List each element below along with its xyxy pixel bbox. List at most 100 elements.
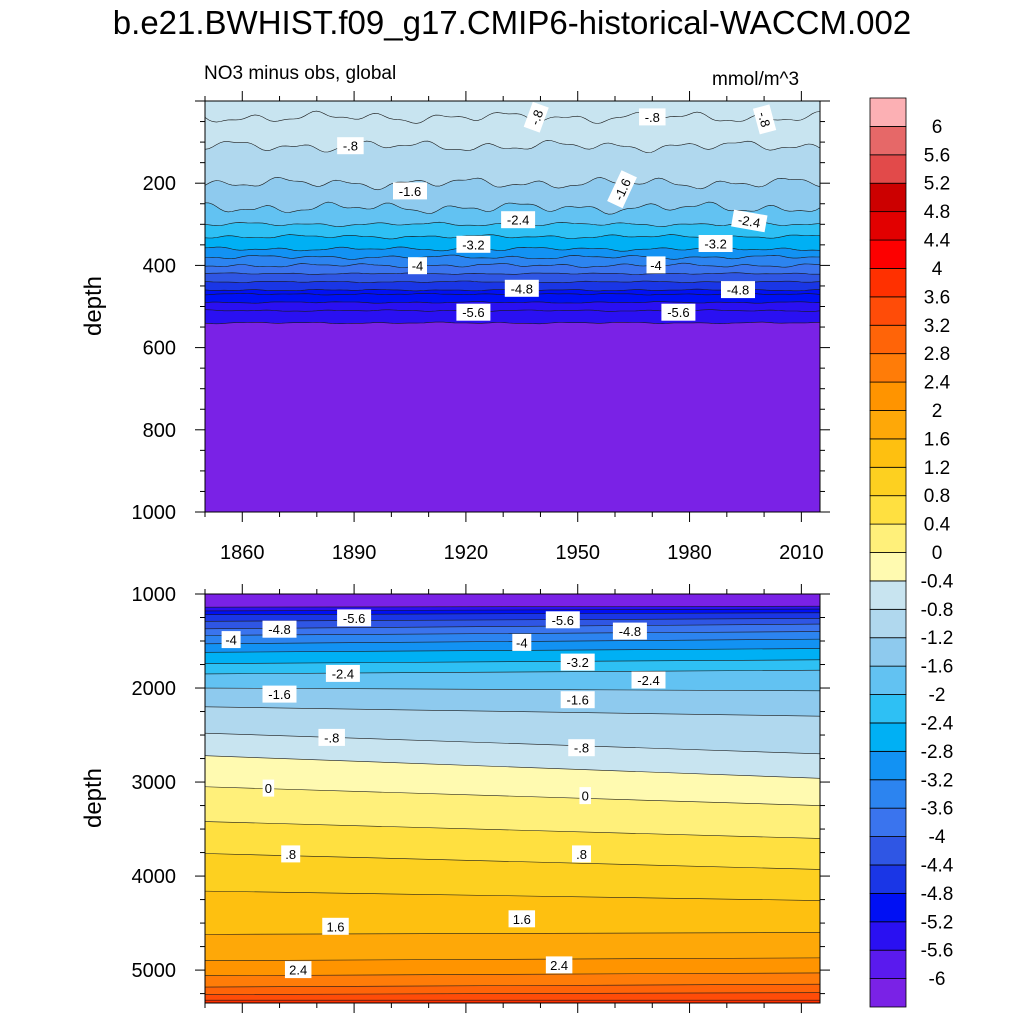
colorbar-label: -5.6: [921, 941, 954, 962]
contour-label: 2.4: [545, 956, 573, 974]
contour-label: -2.4: [631, 671, 666, 689]
y-tick-label: 800: [143, 420, 176, 442]
colorbar-box: [869, 381, 907, 411]
colorbar-box: [869, 268, 907, 298]
colorbar-box: [869, 523, 907, 553]
colorbar-label: 4.4: [924, 231, 951, 252]
contour-label-box: [284, 961, 312, 979]
contour-line: [205, 254, 820, 260]
colorbar-label: -1.2: [921, 628, 954, 649]
contour-label-text: -4.8: [511, 281, 533, 296]
contour-label-box: [262, 685, 297, 703]
contour-label-text: -5.6: [343, 611, 365, 626]
contour-label-text: -2.4: [737, 212, 762, 231]
contour-label-text: -4.8: [268, 622, 290, 637]
contour-label-text: -.8: [324, 730, 339, 745]
contour-label-text: -.8: [527, 108, 546, 127]
contour-label-box: [607, 170, 637, 209]
contour-label: -2.4: [501, 211, 536, 229]
colorbar-box: [869, 97, 907, 127]
contour-label: -4: [408, 257, 427, 275]
contour-line: [204, 176, 821, 191]
colorbar-box: [869, 779, 907, 809]
contour-label-box: [456, 235, 491, 253]
contour-label: -4.8: [721, 281, 755, 299]
colorbar-label: 0: [932, 543, 943, 564]
colorbar-label: 1.6: [924, 429, 950, 450]
contour-label: -5.6: [337, 609, 372, 627]
colorbar: -6 -5.6 -5.2 -4.8 -4.4 -4 -3.6 -3.2 -2.8 -2.4 -2 -1…: [869, 97, 954, 1008]
colorbar-box: [869, 324, 907, 355]
contour-label-text: -5.6: [462, 305, 484, 320]
colorbar-box: [869, 296, 907, 326]
contour-label-box: [337, 609, 372, 627]
contour-label: -4.8: [612, 622, 647, 640]
contour-label: 0: [262, 779, 275, 797]
contour-label-text: 1.6: [326, 919, 344, 934]
colorbar-box: [869, 921, 907, 951]
x-tick-label: 1920: [444, 542, 489, 564]
colorbar-box: [869, 694, 907, 724]
colorbar-label: 3.6: [924, 287, 950, 308]
contour-label: -.8: [337, 137, 364, 155]
contour-line: [204, 631, 821, 636]
colorbar-label: 2.8: [924, 344, 950, 365]
y-tick-label: 3000: [132, 772, 177, 794]
contour-label-text: -.8: [574, 741, 589, 756]
units-label: mmol/m^3: [712, 69, 800, 90]
y-tick-label: 400: [143, 255, 176, 277]
colorbar-label: -1.6: [921, 657, 954, 678]
contour-line: [204, 272, 820, 275]
contour-label-box: [545, 956, 573, 974]
x-tick-label: 1950: [555, 542, 600, 564]
contour-label-text: 0: [265, 781, 272, 796]
colorbar-label: -2.8: [921, 742, 954, 763]
contour-label-text: -1.6: [268, 687, 290, 702]
colorbar-box: [869, 580, 907, 610]
colorbar-label: -4.8: [921, 884, 954, 905]
contour-line: [204, 821, 821, 839]
contour-label-box: [281, 845, 301, 863]
contour-band: [205, 594, 820, 608]
contour-label: -3.2: [456, 235, 491, 253]
contour-label: -5.6: [545, 611, 580, 629]
contour-label-box: [568, 739, 595, 757]
colorbar-box: [869, 892, 907, 923]
contour-label-box: [523, 101, 549, 133]
y-axis-label: depth: [80, 276, 107, 336]
colorbar-label: 5.6: [924, 145, 950, 166]
colorbar-label: 6: [932, 117, 943, 138]
contour-label: 2.4: [284, 961, 312, 979]
colorbar-box: [869, 211, 907, 241]
bottom-plot-frame: [204, 593, 821, 1004]
colorbar-box: [869, 949, 907, 980]
contour-label: -5.6: [661, 303, 696, 321]
contour-label-text: -2.4: [507, 213, 529, 228]
colorbar-label: 0.4: [924, 515, 951, 536]
contour-line: [204, 890, 821, 901]
colorbar-label: -2: [929, 685, 946, 706]
contour-line: [204, 605, 821, 608]
contour-label-box: [698, 235, 733, 252]
contour-label-text: -4: [412, 259, 424, 274]
contour-label: -.8: [568, 739, 595, 757]
colorbar-box: [869, 353, 907, 383]
x-tick-label: 2010: [779, 542, 824, 564]
y-tick-label: 2000: [132, 678, 177, 700]
contour-label-text: .8: [576, 847, 587, 862]
contour-label-box: [512, 633, 532, 651]
colorbar-box: [869, 182, 907, 213]
contour-label: -2.4: [731, 209, 768, 233]
contour-label-text: -.8: [755, 110, 773, 129]
contour-label-text: -4: [516, 635, 528, 650]
contour-label: -1.6: [262, 685, 297, 703]
contour-label-box: [560, 653, 595, 671]
colorbar-box: [869, 807, 907, 837]
colorbar-box: [869, 552, 907, 582]
contour-label-box: [646, 256, 666, 274]
colorbar-label: -6: [929, 969, 946, 990]
contour-label: 0: [579, 787, 591, 805]
contour-label-box: [262, 779, 275, 797]
contour-label: 1.6: [508, 910, 536, 928]
